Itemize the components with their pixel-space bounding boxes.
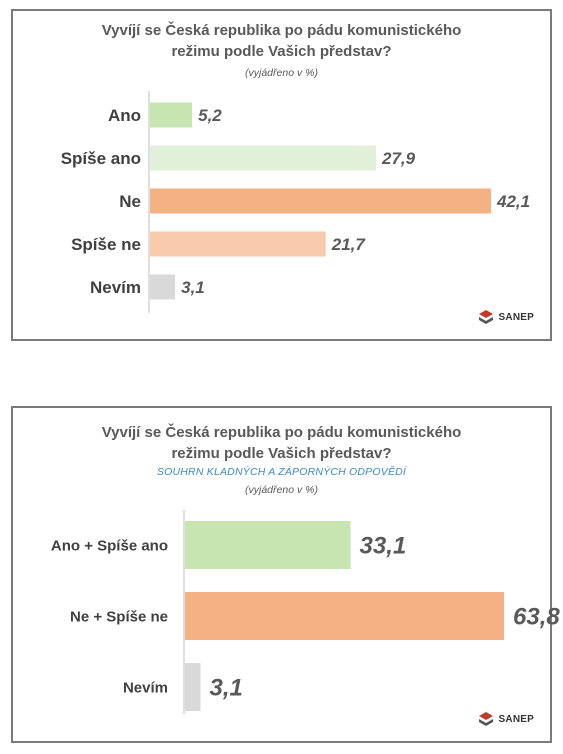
bar-ne: [150, 188, 492, 214]
value-label-nevim: 3,1: [210, 675, 243, 702]
bar-spise-ne: [150, 231, 326, 257]
category-label-ano-spise-ano: Ano + Spíše ano: [51, 537, 168, 554]
value-label-ne-spise-ne: 63,8: [513, 604, 560, 631]
sanep-logo: SANEP: [476, 309, 534, 325]
category-label-nevim: Nevím: [90, 278, 141, 297]
chart-title-line-2: režimu podle Vašich představ?: [171, 445, 392, 462]
category-label-ne-spise-ne: Ne + Spíše ne: [70, 608, 168, 625]
category-label-spise-ne: Spíše ne: [71, 235, 141, 254]
chart-title-line-1: Vyvíjí se Česká republika po pádu komuni…: [101, 22, 462, 39]
chart-title-line-2: režimu podle Vašich představ?: [171, 43, 392, 60]
bar-spise-ano: [150, 145, 376, 171]
sanep-logo-text: SANEP: [498, 311, 534, 323]
bar-chart-detailed: Ano 5,2 Spíše ano 27,9 Ne 42,1 Spíše ne 21,7 Nev…: [61, 91, 530, 313]
category-label-nevim: Nevím: [123, 679, 168, 696]
unit-note: (vyjádřeno v %): [245, 484, 318, 496]
value-label-ne: 42,1: [496, 192, 530, 211]
unit-note: (vyjádřeno v %): [245, 67, 318, 79]
bar-ne-spise-ne: [185, 592, 504, 640]
chart-title-line-1: Vyvíjí se Česká republika po pádu komuni…: [101, 424, 462, 441]
chart-panel-summary: Vyvíjí se Česká republika po pádu komuni…: [11, 406, 560, 743]
bar-ano-spise-ano: [185, 521, 351, 569]
value-label-spise-ne: 21,7: [331, 235, 367, 254]
chart-subtitle: SOUHRN KLADNÝCH A ZÁPORNÝCH ODPOVĚDÍ: [156, 466, 407, 478]
value-label-ano-spise-ano: 33,1: [360, 533, 407, 560]
value-label-nevim: 3,1: [181, 278, 205, 297]
category-label-ano: Ano: [108, 106, 141, 125]
chart-title: Vyvíjí se Česká republika po pádu komuni…: [13, 422, 550, 464]
bar-nevim: [150, 274, 176, 300]
value-label-spise-ano: 27,9: [381, 149, 416, 168]
value-label-ano: 5,2: [198, 106, 222, 125]
chart-panel-detailed: Vyvíjí se Česká republika po pádu komuni…: [11, 9, 552, 341]
bar-ano: [150, 102, 193, 128]
sanep-logo-icon: [478, 712, 493, 726]
bar-nevim: [185, 663, 201, 711]
category-label-spise-ano: Spíše ano: [61, 149, 141, 168]
sanep-logo-icon: [478, 310, 493, 324]
sanep-logo-text: SANEP: [498, 713, 534, 725]
sanep-logo: SANEP: [476, 711, 534, 727]
chart-title: Vyvíjí se Česká republika po pádu komuni…: [13, 20, 550, 62]
bar-chart-summary: Ano + Spíše ano 33,1 Ne + Spíše ne 63,8 Neví…: [51, 510, 560, 714]
category-label-ne: Ne: [119, 192, 141, 211]
